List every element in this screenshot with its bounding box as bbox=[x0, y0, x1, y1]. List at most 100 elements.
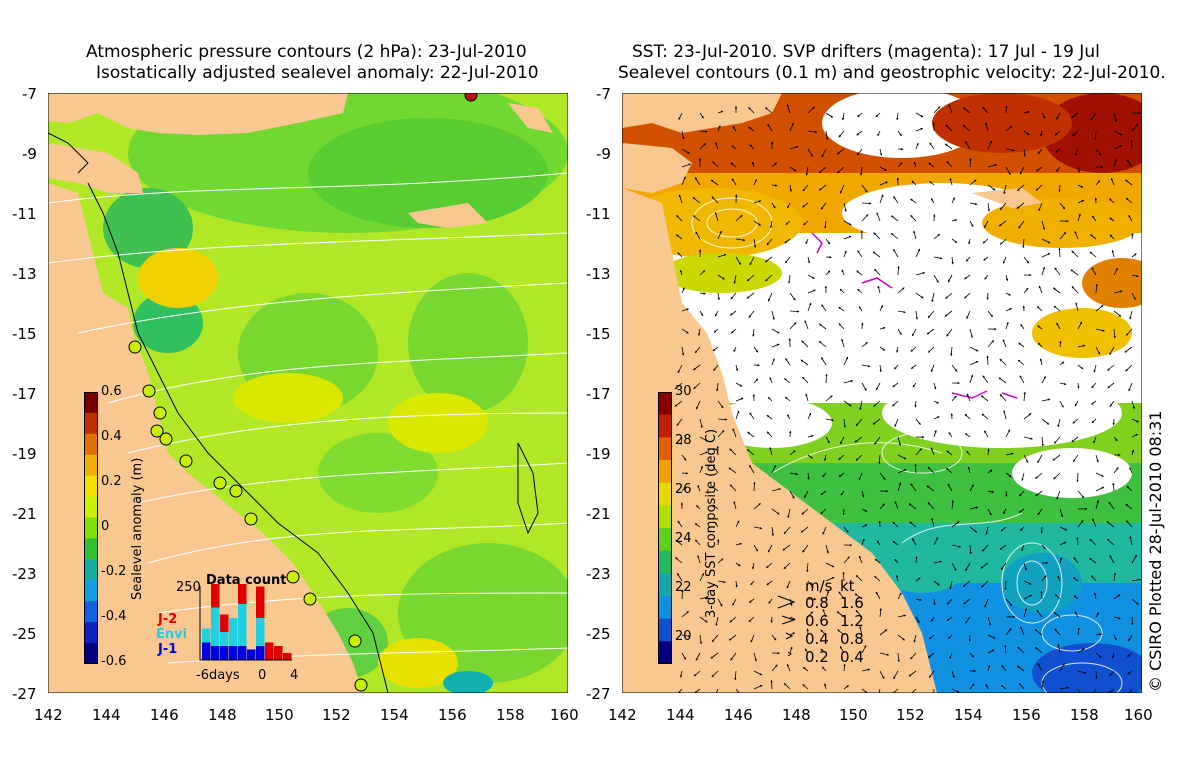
inset-legend-envi: Envi bbox=[156, 627, 188, 642]
colorbar-segment bbox=[658, 392, 672, 416]
left-y-tick: -7 bbox=[22, 85, 37, 103]
colorbar-segment bbox=[658, 573, 672, 597]
velocity-key-ms: 0.8 bbox=[805, 594, 829, 612]
colorbar-segment bbox=[84, 454, 98, 477]
left-y-tick: -9 bbox=[22, 145, 37, 163]
right-y-tick: -27 bbox=[586, 685, 611, 703]
land-australia bbox=[48, 183, 363, 693]
right-map bbox=[622, 93, 1142, 693]
velocity-key-arrows bbox=[777, 595, 796, 657]
velocity-key-kt: 0.8 bbox=[840, 630, 864, 648]
colorbar-segment bbox=[658, 460, 672, 484]
inset-bar bbox=[265, 642, 274, 660]
inset-bar bbox=[202, 628, 211, 643]
inset-legend-j1: J-1 bbox=[158, 642, 178, 657]
right-cb-tick: 20 bbox=[675, 629, 692, 644]
colorbar-segment bbox=[84, 580, 98, 602]
left-map bbox=[48, 93, 568, 693]
right-x-tick: 148 bbox=[782, 706, 811, 724]
inset-bar bbox=[211, 646, 220, 660]
inset-bar bbox=[238, 646, 247, 660]
colorbar-segment bbox=[84, 601, 98, 623]
colorbar-segment bbox=[658, 505, 672, 529]
colorbar-segment bbox=[658, 414, 672, 438]
right-cb-tick: 22 bbox=[675, 580, 692, 595]
inset-bar bbox=[238, 584, 247, 604]
land-new-guinea bbox=[48, 93, 348, 135]
left-x-tick: 160 bbox=[550, 706, 579, 724]
colorbar-segment bbox=[84, 643, 98, 664]
right-colorbar-label: 3-day SST composite (deg C) bbox=[704, 428, 719, 618]
colorbar-segment bbox=[84, 538, 98, 560]
right-y-tick: -7 bbox=[596, 85, 611, 103]
colorbar-segment bbox=[658, 641, 672, 664]
colorbar-segment bbox=[658, 482, 672, 506]
left-x-tick: 142 bbox=[34, 706, 63, 724]
left-y-tick: -27 bbox=[12, 685, 37, 703]
left-cb-tick: -0.6 bbox=[101, 654, 127, 669]
left-y-tick: -17 bbox=[12, 385, 37, 403]
credit-text: © CSIRO Plotted 28-Jul-2010 08:31 bbox=[1146, 410, 1165, 692]
right-y-tick: -9 bbox=[596, 145, 611, 163]
left-cb-tick: -0.4 bbox=[101, 609, 127, 624]
colorbar-segment bbox=[658, 437, 672, 461]
left-cb-tick: 0.2 bbox=[101, 474, 122, 489]
right-cb-tick: 24 bbox=[675, 531, 692, 546]
right-y-tick: -21 bbox=[586, 505, 611, 523]
right-x-tick: 152 bbox=[896, 706, 925, 724]
colorbar-segment bbox=[658, 528, 672, 552]
colorbar-segment bbox=[84, 622, 98, 644]
left-x-tick: 152 bbox=[322, 706, 351, 724]
left-y-tick: -19 bbox=[12, 445, 37, 463]
right-y-tick: -15 bbox=[586, 325, 611, 343]
inset-title: Data count bbox=[206, 573, 287, 588]
right-x-tick: 160 bbox=[1124, 706, 1153, 724]
left-cb-tick: 0 bbox=[101, 519, 110, 534]
inset-bar bbox=[238, 604, 247, 646]
colorbar-segment bbox=[84, 392, 98, 414]
right-cb-tick: 28 bbox=[675, 433, 692, 448]
inset-bar bbox=[247, 649, 256, 660]
data-count-inset bbox=[199, 584, 292, 661]
inset-bar bbox=[220, 646, 229, 660]
velocity-key-ms: 0.6 bbox=[805, 612, 829, 630]
left-colorbar bbox=[84, 392, 98, 664]
left-x-tick: 144 bbox=[92, 706, 121, 724]
colorbar-segment bbox=[84, 475, 98, 498]
right-cb-tick: 26 bbox=[675, 482, 692, 497]
inset-bar bbox=[202, 642, 211, 660]
right-x-tick: 154 bbox=[954, 706, 983, 724]
colorbar-segment bbox=[658, 550, 672, 574]
right-x-tick: 142 bbox=[608, 706, 637, 724]
velocity-key-ms: 0.2 bbox=[805, 648, 829, 666]
right-y-tick: -25 bbox=[586, 625, 611, 643]
right-y-tick: -23 bbox=[586, 565, 611, 583]
inset-x-tick: -6days bbox=[196, 668, 240, 683]
left-cb-tick: 0.6 bbox=[101, 384, 122, 399]
inset-x-tick: 0 bbox=[258, 668, 267, 683]
velocity-key-header-kt: kt bbox=[840, 577, 855, 595]
right-land-australia bbox=[622, 188, 937, 693]
left-x-tick: 148 bbox=[208, 706, 237, 724]
colorbar-segment bbox=[658, 618, 672, 642]
left-y-tick: -25 bbox=[12, 625, 37, 643]
inset-x-tick: 4 bbox=[290, 668, 299, 683]
colorbar-segment bbox=[84, 517, 98, 539]
left-x-tick: 158 bbox=[496, 706, 525, 724]
left-x-tick: 156 bbox=[438, 706, 467, 724]
left-title-line1: Atmospheric pressure contours (2 hPa): 2… bbox=[86, 42, 527, 62]
right-title-line2: Sealevel contours (0.1 m) and geostrophi… bbox=[618, 63, 1166, 83]
velocity-key-kt: 0.4 bbox=[840, 648, 864, 666]
colorbar-segment bbox=[84, 496, 98, 519]
inset-legend-j2: J-2 bbox=[158, 612, 178, 627]
inset-bar bbox=[283, 653, 292, 660]
velocity-key-ms: 0.4 bbox=[805, 630, 829, 648]
left-x-tick: 154 bbox=[380, 706, 409, 724]
right-x-tick: 158 bbox=[1070, 706, 1099, 724]
left-x-tick: 150 bbox=[265, 706, 294, 724]
right-x-tick: 146 bbox=[724, 706, 753, 724]
inset-bar bbox=[220, 632, 229, 646]
right-y-tick: -17 bbox=[586, 385, 611, 403]
velocity-key-kt: 1.6 bbox=[840, 594, 864, 612]
inset-bar bbox=[256, 646, 265, 660]
